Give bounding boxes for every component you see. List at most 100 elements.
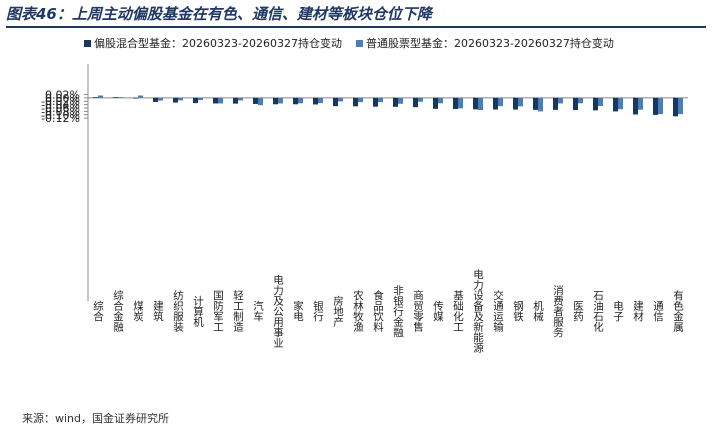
y-tick-label: -0.08% [41,105,80,118]
bar-series2 [218,97,223,104]
bar-series1 [153,97,158,102]
x-category-label: 基础化工 [452,289,464,332]
bar-series1 [213,97,218,104]
x-category-label: 建材 [632,300,644,322]
x-category-label: 食品饮料 [372,289,384,333]
bar-series2 [538,97,543,112]
bar-series1 [353,97,358,107]
bar-series2 [98,95,103,98]
bar-series1 [673,97,678,117]
bar-series2 [118,97,123,98]
x-category-label: 电子 [612,300,624,322]
bar-series2 [578,97,583,104]
bar-series1 [553,97,558,110]
x-category-label: 传媒 [432,301,444,323]
bar-series2 [658,97,663,115]
legend-swatch-1 [84,40,91,47]
bar-series2 [498,97,503,107]
y-tick-label: -0.12% [41,112,80,125]
x-category-label: 石油石化 [592,290,604,333]
bar-series2 [638,97,643,110]
bar-series1 [453,97,458,110]
bar-series1 [633,97,638,115]
x-category-label: 银行 [312,300,324,323]
y-tick-label: 0.00% [45,92,80,105]
bar-series2 [318,97,323,104]
y-tick-label: -0.10% [41,109,80,122]
bar-series2 [378,97,383,103]
bar-series2 [198,97,203,101]
bar-series1 [313,97,318,105]
x-category-label: 有色金属 [672,289,684,333]
x-category-label: 交通运输 [492,289,504,333]
legend-swatch-2 [355,40,363,47]
bar-series1 [253,97,258,104]
figure-title: 图表46：上周主动偏股基金在有色、通信、建材等板块仓位下降 [6,5,432,23]
bar-series2 [618,97,623,110]
bar-series1 [373,97,378,107]
bar-series2 [478,97,483,111]
bar-series1 [513,97,518,110]
title-divider [6,26,706,28]
bar-series1 [533,97,538,110]
bar-series2 [458,97,463,109]
bar-series1 [393,97,398,107]
x-category-label: 汽车 [252,300,264,323]
bar-series2 [678,97,683,115]
bar-series1 [433,97,438,109]
bar-series1 [613,97,618,112]
bar-series2 [278,97,283,104]
x-category-label: 国防军工 [212,290,224,332]
bar-series2 [598,97,603,106]
x-category-label: 建筑 [152,300,164,322]
x-category-label: 综合 [92,300,104,323]
bar-series1 [133,97,138,99]
bar-series2 [258,97,263,106]
x-category-label: 医药 [572,301,584,323]
x-category-label: 房地产 [332,294,344,327]
x-category-label: 通信 [652,301,664,323]
bar-series1 [113,97,118,98]
x-category-label: 轻工制造 [232,289,244,332]
x-category-label: 电力设备及新能源 [472,268,484,354]
x-category-label: 计算机 [192,294,204,327]
bar-series2 [158,97,163,101]
bar-series2 [358,97,363,103]
y-tick-label: -0.06% [41,102,80,115]
x-category-label: 综合金融 [112,289,124,333]
bar-series1 [413,97,418,108]
x-category-label: 消费者服务 [552,284,564,338]
bar-series1 [493,97,498,110]
bar-series2 [418,97,423,102]
x-category-label: 钢铁 [512,300,524,323]
bar-series1 [573,97,578,111]
x-category-label: 商贸零售 [412,289,424,333]
bar-series1 [173,97,178,103]
x-category-label: 机械 [532,300,544,323]
x-category-label: 纺织服装 [172,289,184,333]
bar-series1 [333,97,338,107]
bar-series2 [518,97,523,107]
y-tick-label: -0.04% [41,99,80,112]
bar-series1 [593,97,598,111]
bar-series1 [233,97,238,104]
bar-series2 [398,97,403,104]
x-category-label: 电力及公用事业 [272,273,284,347]
legend-label-1: 偏股混合型基金：20260323-20260327持仓变动 [94,36,342,50]
bar-series2 [558,97,563,104]
x-category-label: 非银行金融 [392,285,404,338]
x-category-label: 家电 [292,300,304,322]
bar-series1 [273,97,278,105]
bar-series2 [338,97,343,102]
bar-series1 [293,97,298,105]
legend-label-2: 普通股票型基金：20260323-20260327持仓变动 [366,36,614,50]
y-tick-label: 0.02% [45,88,80,101]
bar-series1 [93,97,98,98]
bar-series1 [193,97,198,104]
bar-series2 [298,97,303,104]
bar-series2 [438,97,443,104]
bar-series1 [473,97,478,110]
bar-series2 [238,97,243,101]
bar-series1 [653,97,658,115]
